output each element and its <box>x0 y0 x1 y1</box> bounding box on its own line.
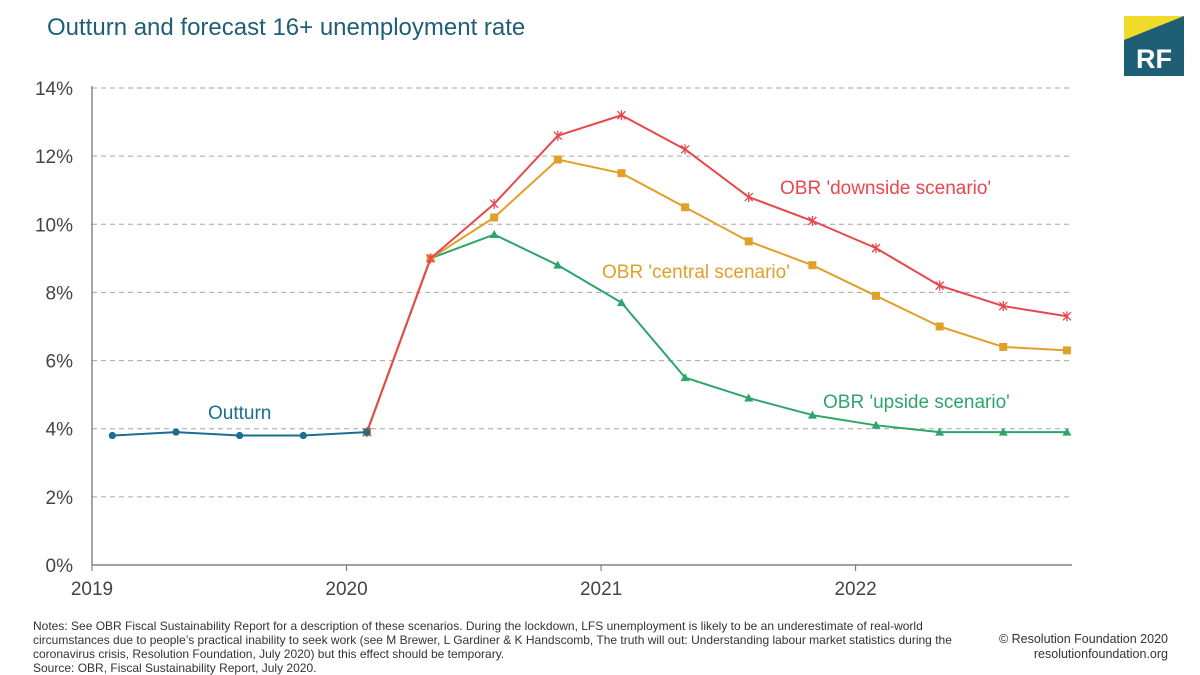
rf-logo: RF <box>1124 16 1184 76</box>
data-point <box>172 428 180 436</box>
series-line <box>365 233 1067 434</box>
data-point <box>1062 311 1072 322</box>
series-line <box>365 114 1068 433</box>
notes-text: Notes: See OBR Fiscal Sustainability Rep… <box>33 619 952 661</box>
x-tick-label: 2022 <box>834 579 876 600</box>
data-point <box>489 230 499 239</box>
y-tick-label: 0% <box>46 556 74 577</box>
notes-block: Notes: See OBR Fiscal Sustainability Rep… <box>33 619 963 675</box>
data-point <box>935 322 944 331</box>
website-text: resolutionfoundation.org <box>1033 647 1168 661</box>
data-point <box>1062 346 1071 355</box>
data-point <box>808 261 817 270</box>
rf-logo-text: RF <box>1136 44 1172 74</box>
y-tick-label: 14% <box>35 79 73 100</box>
data-point <box>681 203 690 212</box>
data-point <box>363 428 371 436</box>
data-point <box>871 243 881 254</box>
data-point <box>935 427 945 436</box>
y-tick-label: 8% <box>46 283 74 304</box>
data-point <box>489 198 499 209</box>
series-annotation: OBR 'central scenario' <box>602 262 790 283</box>
y-tick-label: 2% <box>46 488 74 509</box>
data-point <box>935 280 945 291</box>
y-tick-label: 12% <box>35 147 73 168</box>
series-annotation: OBR 'downside scenario' <box>780 178 991 199</box>
data-point <box>807 215 817 226</box>
series-annotation: OBR 'upside scenario' <box>823 392 1010 413</box>
x-tick-label: 2021 <box>580 579 622 600</box>
data-point <box>299 431 307 440</box>
data-point <box>108 431 116 440</box>
data-point <box>998 427 1008 436</box>
data-point <box>680 373 690 382</box>
chart-title: Outturn and forecast 16+ unemployment ra… <box>47 14 526 41</box>
data-point <box>617 169 626 178</box>
x-tick-label: 2020 <box>325 579 367 600</box>
y-tick-label: 6% <box>46 352 74 373</box>
data-point <box>872 291 880 300</box>
data-point <box>807 410 817 419</box>
x-tick-label: 2019 <box>71 579 113 600</box>
line-chart: 0% 2% 4% 6% 8% 10% 12% 14% 2019 2020 2021 2022 Outtu… <box>35 79 1072 600</box>
copyright-text: © Resolution Foundation 2020 <box>998 632 1168 646</box>
data-point <box>616 110 626 121</box>
data-point <box>744 192 754 203</box>
data-point <box>553 260 563 269</box>
data-point <box>553 155 562 164</box>
data-point <box>616 298 626 307</box>
credit-block: © Resolution Foundation 2020 resolutionf… <box>999 632 1168 662</box>
data-point <box>744 237 753 246</box>
data-point <box>1062 427 1072 436</box>
source-text: Source: OBR, Fiscal Sustainability Repor… <box>33 661 317 675</box>
data-point <box>236 431 244 440</box>
data-point <box>426 253 436 264</box>
data-point <box>999 342 1008 351</box>
series-annotation: Outturn <box>208 403 271 424</box>
data-point <box>490 213 499 222</box>
data-point <box>553 130 563 141</box>
data-point <box>680 144 690 155</box>
y-tick-label: 4% <box>46 420 74 441</box>
data-point <box>744 393 754 402</box>
data-point <box>871 420 881 429</box>
series-line <box>365 158 1067 433</box>
y-tick-label: 10% <box>35 215 73 236</box>
data-point <box>998 301 1008 312</box>
